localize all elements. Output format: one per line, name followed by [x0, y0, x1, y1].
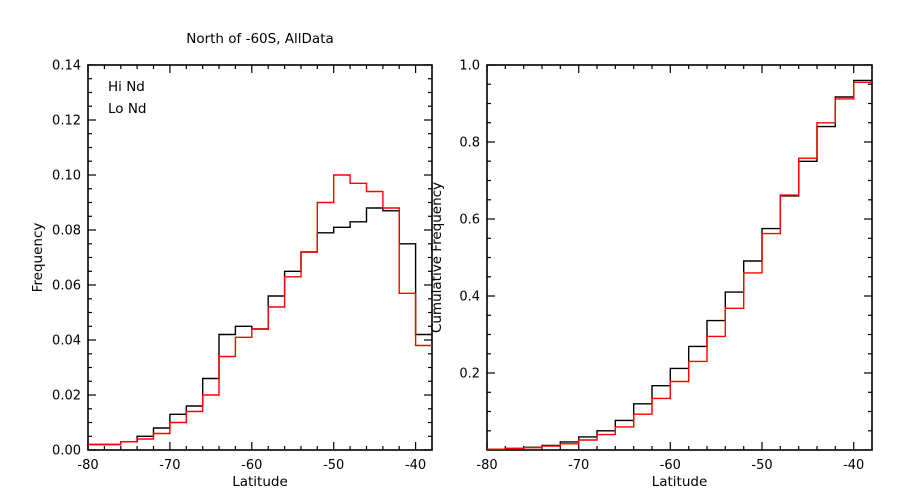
- y-tick-label: 0.6: [459, 213, 480, 228]
- axes-frame: [486, 64, 873, 451]
- y-tick-label: 0.4: [459, 290, 480, 305]
- x-tick-label: -60: [241, 458, 262, 473]
- y-tick-label: 0.00: [52, 444, 81, 459]
- tick-marks: [486, 64, 873, 450]
- y-tick-label: 0.12: [52, 114, 81, 129]
- x-tick-label: -50: [323, 458, 344, 473]
- x-tick-label: -80: [77, 458, 98, 473]
- y-axis-label: Frequency: [30, 223, 46, 293]
- y-axis-label: Cumulative Frequency: [429, 182, 445, 333]
- axes-frame: [87, 64, 433, 451]
- y-tick-label: 0.02: [52, 389, 81, 404]
- y-tick-label: 0.04: [52, 334, 81, 349]
- legend-label-lo-nd: Lo Nd: [108, 101, 147, 117]
- series-lo-nd: [487, 81, 872, 450]
- chart-cumulative-frequency: -80 -70 -60 -50 -40 0.2 0.4 0.6 0.8 1.0 Latitude Cu…: [429, 59, 873, 490]
- y-tick-label: 0.2: [459, 367, 480, 382]
- tick-marks: [87, 64, 433, 451]
- chart-title: North of -60S, AllData: [186, 31, 334, 47]
- x-tick-label: -60: [660, 458, 681, 473]
- x-axis-label: Latitude: [652, 474, 708, 490]
- x-tick-label: -40: [843, 458, 864, 473]
- x-axis-label: Latitude: [232, 474, 288, 490]
- legend-label-hi-nd: Hi Nd: [108, 79, 145, 95]
- x-tick-label: -70: [568, 458, 589, 473]
- series-lo-nd: [88, 174, 432, 446]
- series-hi-nd: [88, 207, 432, 446]
- y-tick-label: 0.10: [52, 169, 81, 184]
- y-tick-label: 0.8: [459, 136, 480, 151]
- x-tick-label: -80: [476, 458, 497, 473]
- y-tick-label: 0.06: [52, 279, 81, 294]
- chart-frequency: -80 -70 -60 -50 -40 0.00 0.02 0.04 0.06 0.08 0.10 0…: [30, 31, 433, 490]
- series-hi-nd: [487, 79, 872, 450]
- y-tick-label: 0.08: [52, 224, 81, 239]
- x-tick-label: -40: [405, 458, 426, 473]
- x-tick-label: -50: [751, 458, 772, 473]
- y-tick-label: 1.0: [459, 59, 480, 74]
- y-tick-label: 0.14: [52, 59, 81, 74]
- x-tick-label: -70: [159, 458, 180, 473]
